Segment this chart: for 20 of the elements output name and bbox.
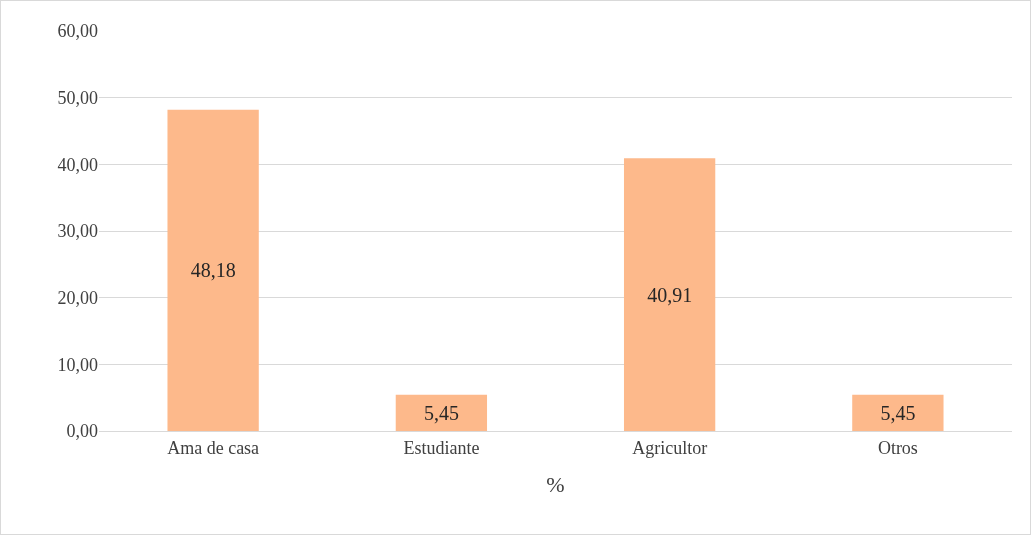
x-tick-label: Estudiante <box>403 437 480 458</box>
y-tick-label: 10,00 <box>57 354 98 375</box>
data-label: 48,18 <box>190 259 236 282</box>
x-tick-label: Otros <box>877 437 918 458</box>
y-tick-label: 40,00 <box>57 154 98 175</box>
bar <box>852 394 944 431</box>
data-label: 5,45 <box>423 401 459 424</box>
bar <box>623 158 716 431</box>
bar <box>167 109 259 431</box>
bar <box>395 394 488 431</box>
y-tick-label: 20,00 <box>57 287 98 308</box>
data-label: 5,45 <box>880 401 916 424</box>
x-tick-label: Agricultor <box>632 437 708 458</box>
x-tick-label: Ama de casa <box>167 437 260 458</box>
y-tick-label: 60,00 <box>57 21 98 42</box>
y-tick-label: 50,00 <box>57 87 98 108</box>
data-label: 40,91 <box>647 283 693 306</box>
y-tick-label: 0,00 <box>66 421 98 442</box>
y-tick-label: 30,00 <box>57 221 98 242</box>
x-axis-title: % <box>546 472 565 498</box>
